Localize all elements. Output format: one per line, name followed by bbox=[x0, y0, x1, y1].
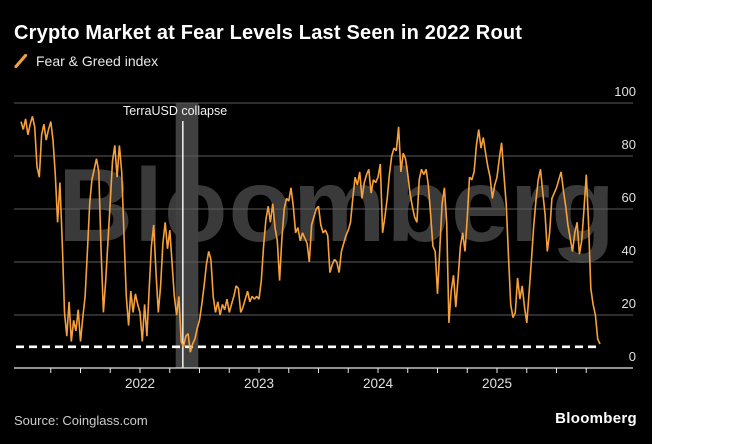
chart-panel: Crypto Market at Fear Levels Last Seen i… bbox=[0, 0, 652, 444]
x-tick-label: 2024 bbox=[362, 376, 394, 391]
fear-greed-line bbox=[20, 116, 601, 353]
legend: Fear & Greed index bbox=[14, 53, 158, 69]
x-tick-label: 2023 bbox=[243, 376, 275, 391]
y-tick-label: 60 bbox=[621, 190, 636, 205]
chart-title: Crypto Market at Fear Levels Last Seen i… bbox=[14, 22, 523, 44]
y-tick-label: 0 bbox=[628, 349, 636, 364]
chart-canvas bbox=[14, 102, 633, 373]
legend-label: Fear & Greed index bbox=[36, 53, 159, 69]
y-tick-label: 80 bbox=[621, 137, 636, 152]
x-tick-label: 2022 bbox=[124, 376, 156, 391]
x-tick-label: 2025 bbox=[481, 376, 513, 391]
bloomberg-logo: Bloomberg bbox=[555, 410, 637, 427]
bloomberg-watermark: Bloomberg bbox=[58, 148, 616, 264]
source-text: Source: Coinglass.com bbox=[14, 413, 148, 428]
y-tick-label: 40 bbox=[621, 243, 636, 258]
y-tick-label: 100 bbox=[614, 84, 636, 99]
legend-slash-icon bbox=[14, 54, 28, 68]
event-annotation-label: TerraUSD collapse bbox=[123, 104, 228, 118]
y-tick-label: 20 bbox=[621, 296, 636, 311]
event-band bbox=[175, 103, 199, 368]
